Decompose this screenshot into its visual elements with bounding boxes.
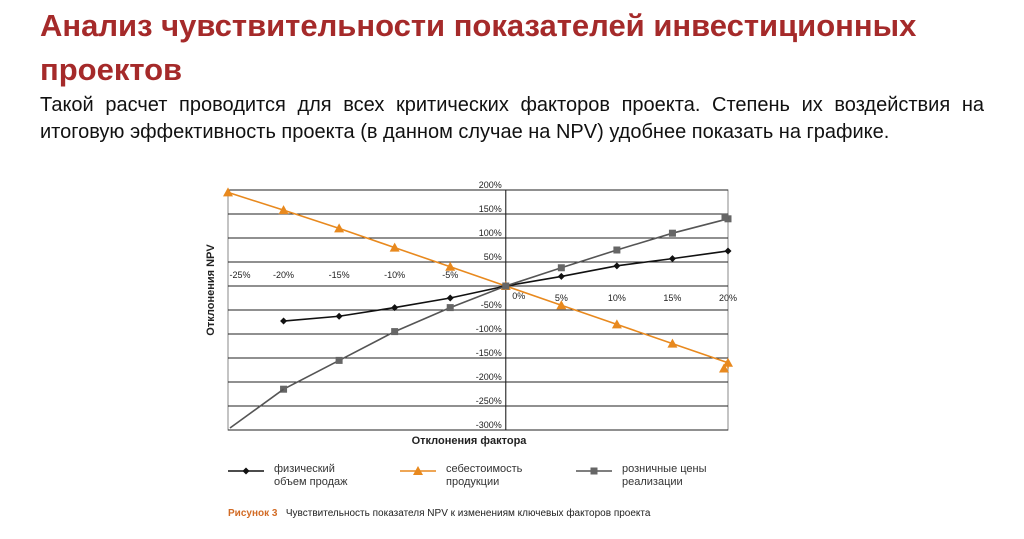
x-tick-label: -25% <box>229 270 250 280</box>
data-point <box>557 264 565 272</box>
series-line-extension <box>229 388 285 429</box>
data-point <box>445 261 456 271</box>
legend-marker <box>413 466 423 475</box>
data-point <box>613 246 621 254</box>
y-tick-label: 50% <box>484 252 502 262</box>
x-tick-label: -10% <box>384 270 405 280</box>
data-point <box>502 282 510 290</box>
legend-marker <box>590 467 598 475</box>
y-tick-label: -250% <box>476 396 502 406</box>
data-point <box>721 213 729 221</box>
y-tick-label: 200% <box>479 180 502 190</box>
x-tick-label: -5% <box>442 270 458 280</box>
data-point <box>334 223 345 233</box>
data-point <box>391 328 399 336</box>
y-tick-label: -200% <box>476 372 502 382</box>
x-tick-label: 0% <box>512 291 525 301</box>
y-tick-label: -300% <box>476 420 502 430</box>
data-point <box>667 338 678 348</box>
x-tick-label: 15% <box>663 293 681 303</box>
x-tick-label: 10% <box>608 293 626 303</box>
slide-body-text: Такой расчет проводится для всех критиче… <box>40 94 984 143</box>
series-line <box>227 191 729 364</box>
y-tick-label: -100% <box>476 324 502 334</box>
data-point <box>391 304 399 312</box>
legend-label: розничные цены <box>622 463 707 475</box>
data-point <box>719 363 729 373</box>
data-point <box>446 304 454 312</box>
caption-lead: Рисунок 3 <box>228 508 278 519</box>
data-point <box>668 255 676 263</box>
legend-marker <box>242 467 250 475</box>
data-point <box>668 229 676 237</box>
data-point <box>556 300 567 310</box>
x-tick-label: -15% <box>329 270 350 280</box>
figure-caption: Рисунок 3 Чувствительность показателя NP… <box>228 503 651 520</box>
data-point <box>335 312 343 320</box>
data-point <box>611 319 622 329</box>
y-tick-label: 100% <box>479 228 502 238</box>
legend-label: реализации <box>622 476 683 488</box>
data-point <box>335 356 343 364</box>
data-point <box>557 272 565 280</box>
legend-label: физический <box>274 463 335 475</box>
data-point <box>613 262 621 270</box>
y-tick-label: -150% <box>476 348 502 358</box>
data-point <box>446 294 454 302</box>
data-point <box>389 242 400 252</box>
tick-labels: 200% 150% 100% 50% -50% -100% -150% -200% -250% -… <box>229 180 737 430</box>
y-axis-title: Отклонения NPV <box>205 244 217 336</box>
grid-layer <box>227 189 729 431</box>
caption-text: Чувствительность показателя NPV к измене… <box>286 507 651 519</box>
x-tick-label: -20% <box>273 270 294 280</box>
x-axis-title: Отклонения фактора <box>412 435 528 447</box>
y-tick-label: -50% <box>481 300 502 310</box>
x-tick-label: 5% <box>555 293 568 303</box>
legend-label: объем продаж <box>274 476 348 488</box>
data-point <box>280 317 288 325</box>
data-point <box>278 205 289 215</box>
data-point <box>723 357 733 367</box>
series-layer <box>223 187 733 429</box>
slide-title: Анализ чувствительности показателей инве… <box>40 8 917 87</box>
x-tick-label: 20% <box>719 293 737 303</box>
data-point <box>223 187 233 197</box>
data-point <box>724 247 732 255</box>
y-tick-label: 150% <box>479 204 502 214</box>
legend-label: себестоимость <box>446 463 523 475</box>
legend-label: продукции <box>446 476 499 488</box>
